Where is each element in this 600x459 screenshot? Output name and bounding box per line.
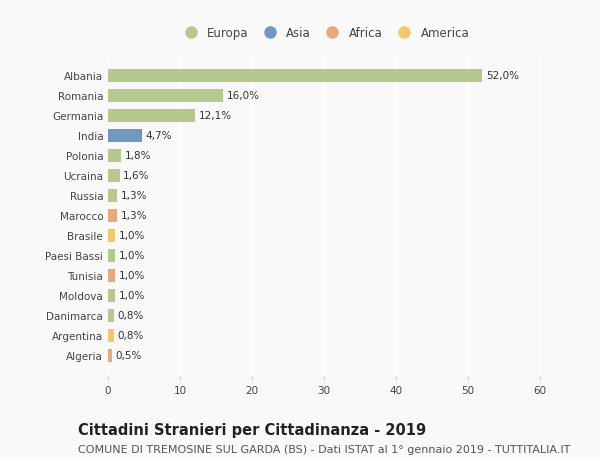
- Bar: [108, 229, 115, 242]
- Bar: [108, 209, 118, 222]
- Text: 1,8%: 1,8%: [125, 151, 151, 161]
- Bar: [108, 329, 114, 342]
- Bar: [108, 189, 118, 202]
- Bar: [108, 169, 119, 182]
- Text: 1,0%: 1,0%: [119, 231, 145, 241]
- Bar: [108, 289, 115, 302]
- Text: 52,0%: 52,0%: [486, 71, 519, 81]
- Text: 1,0%: 1,0%: [119, 270, 145, 280]
- Bar: [108, 129, 142, 142]
- Text: 1,3%: 1,3%: [121, 191, 148, 201]
- Bar: [108, 110, 195, 123]
- Bar: [108, 249, 115, 262]
- Text: 12,1%: 12,1%: [199, 111, 232, 121]
- Text: 1,3%: 1,3%: [121, 211, 148, 221]
- Text: 1,6%: 1,6%: [123, 171, 149, 181]
- Legend: Europa, Asia, Africa, America: Europa, Asia, Africa, America: [174, 22, 474, 45]
- Bar: [108, 349, 112, 362]
- Text: 0,5%: 0,5%: [115, 350, 142, 360]
- Text: COMUNE DI TREMOSINE SUL GARDA (BS) - Dati ISTAT al 1° gennaio 2019 - TUTTITALIA.: COMUNE DI TREMOSINE SUL GARDA (BS) - Dat…: [78, 444, 571, 454]
- Bar: [108, 90, 223, 102]
- Text: 0,8%: 0,8%: [118, 330, 144, 340]
- Text: Cittadini Stranieri per Cittadinanza - 2019: Cittadini Stranieri per Cittadinanza - 2…: [78, 422, 426, 437]
- Text: 1,0%: 1,0%: [119, 251, 145, 261]
- Text: 4,7%: 4,7%: [145, 131, 172, 141]
- Text: 16,0%: 16,0%: [227, 91, 260, 101]
- Bar: [108, 70, 482, 83]
- Text: 1,0%: 1,0%: [119, 291, 145, 301]
- Text: 0,8%: 0,8%: [118, 310, 144, 320]
- Bar: [108, 269, 115, 282]
- Bar: [108, 309, 114, 322]
- Bar: [108, 150, 121, 162]
